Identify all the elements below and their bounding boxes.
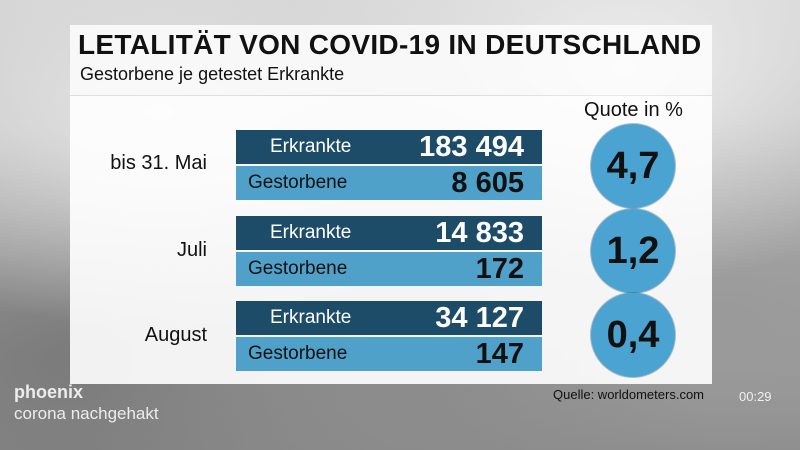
video-timestamp: 00:29: [739, 389, 772, 404]
period-label-july: Juli: [176, 239, 207, 261]
period-label-august: August: [144, 324, 207, 346]
graphic-subtitle: Gestorbene je getestet Erkrankte: [80, 64, 345, 84]
deaths-row-may: Gestorbene 8 605: [236, 166, 542, 200]
deaths-label: Gestorbene: [248, 258, 348, 279]
infected-label: Erkrankte: [270, 136, 352, 157]
deaths-row-july: Gestorbene 172: [236, 252, 542, 286]
deaths-value: 147: [475, 337, 524, 370]
show-name: corona nachgehakt: [14, 404, 159, 423]
graphic-title: LETALITÄT VON COVID-19 IN DEUTSCHLAND: [78, 29, 702, 60]
infected-row-july: Erkrankte 14 833: [236, 216, 542, 250]
deaths-value: 8 605: [451, 166, 524, 199]
channel-logo: phoenix: [14, 382, 84, 402]
quote-circle-may: 4,7: [591, 124, 675, 208]
deaths-label: Gestorbene: [248, 172, 348, 193]
infected-value: 34 127: [435, 301, 524, 334]
infected-row-may: Erkrankte 183 494: [236, 130, 542, 164]
period-label-may: bis 31. Mai: [110, 152, 207, 174]
infected-label: Erkrankte: [270, 222, 352, 243]
infected-value: 183 494: [419, 130, 524, 163]
infected-value: 14 833: [435, 216, 524, 249]
title-backdrop: [70, 25, 712, 95]
infected-row-august: Erkrankte 34 127: [236, 301, 542, 335]
infected-label: Erkrankte: [270, 307, 352, 328]
deaths-value: 172: [475, 252, 524, 285]
quote-circle-july: 1,2: [591, 209, 675, 293]
source-note: Quelle: worldometers.com: [553, 387, 704, 402]
deaths-label: Gestorbene: [248, 343, 348, 364]
deaths-row-august: Gestorbene 147: [236, 337, 542, 371]
quote-heading: Quote in %: [584, 99, 683, 121]
quote-circle-august: 0,4: [591, 293, 675, 377]
